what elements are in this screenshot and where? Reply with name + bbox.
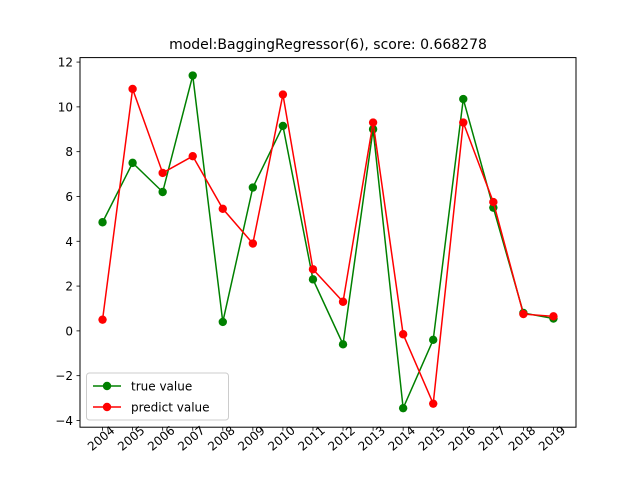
x-tick-label: 2016: [446, 423, 478, 453]
plot-area: [79, 57, 577, 428]
x-tick-label: 2011: [295, 423, 327, 453]
series-lines: [98, 71, 558, 413]
data-point: [308, 275, 318, 284]
legend-marker: [102, 381, 112, 391]
legend: true value predict value: [86, 372, 229, 421]
chart-title: model:BaggingRegressor(6), score: 0.6682…: [169, 37, 487, 53]
data-point: [338, 297, 348, 306]
x-tick-label: 2014: [386, 423, 418, 453]
data-point: [218, 317, 227, 327]
data-point: [338, 340, 348, 349]
legend-box: [86, 372, 229, 421]
y-tick-label: 4: [65, 235, 73, 249]
series-true-value: [98, 71, 558, 413]
data-point: [188, 151, 197, 161]
legend-marker: [102, 402, 112, 412]
data-point: [128, 158, 137, 168]
x-tick-label: 2018: [506, 423, 538, 453]
x-tick-label: 2005: [115, 423, 147, 453]
y-tick-label: 2: [65, 280, 73, 294]
legend-label: true value: [131, 380, 192, 394]
x-tick-label: 2007: [175, 423, 207, 453]
x-tick-label: 2015: [416, 423, 448, 453]
data-point: [368, 118, 378, 127]
y-tick-label: 8: [65, 145, 73, 159]
x-tick-label: 2017: [476, 423, 508, 453]
x-tick-label: 2019: [536, 423, 568, 453]
data-point: [429, 399, 438, 408]
data-point: [549, 312, 558, 321]
legend-label: predict value: [131, 401, 210, 415]
data-point: [158, 187, 167, 197]
data-point: [429, 335, 438, 345]
data-point: [98, 315, 107, 324]
series-predict-value: [98, 84, 558, 408]
data-point: [398, 330, 408, 339]
data-point: [489, 197, 498, 207]
y-tick-label: 6: [65, 190, 73, 204]
data-point: [218, 204, 227, 213]
x-tick-label: 2012: [325, 423, 357, 453]
data-point: [158, 168, 167, 178]
data-point: [248, 239, 258, 248]
x-tick-label: 2013: [356, 423, 388, 453]
x-tick-label: 2009: [235, 423, 267, 453]
data-point: [459, 118, 468, 127]
data-point: [398, 403, 408, 413]
y-tick-label: −2: [55, 369, 73, 383]
data-point: [308, 265, 318, 274]
x-tick-label: 2010: [265, 423, 297, 453]
data-point: [278, 121, 288, 131]
data-point: [459, 94, 468, 104]
series-line: [101, 75, 554, 412]
data-point: [519, 309, 528, 319]
data-point: [98, 218, 107, 227]
y-tick-label: 0: [65, 324, 73, 338]
y-tick-label: 12: [58, 56, 73, 70]
y-tick-label: 10: [58, 100, 73, 114]
x-tick-label: 2006: [145, 423, 177, 453]
x-tick-label: 2008: [205, 423, 237, 453]
data-point: [128, 84, 137, 94]
x-tick-label: 2004: [85, 423, 117, 453]
y-tick-label: −4: [55, 414, 73, 428]
data-point: [278, 90, 288, 99]
series-line: [101, 88, 554, 407]
data-point: [248, 183, 258, 192]
data-point: [188, 71, 197, 80]
